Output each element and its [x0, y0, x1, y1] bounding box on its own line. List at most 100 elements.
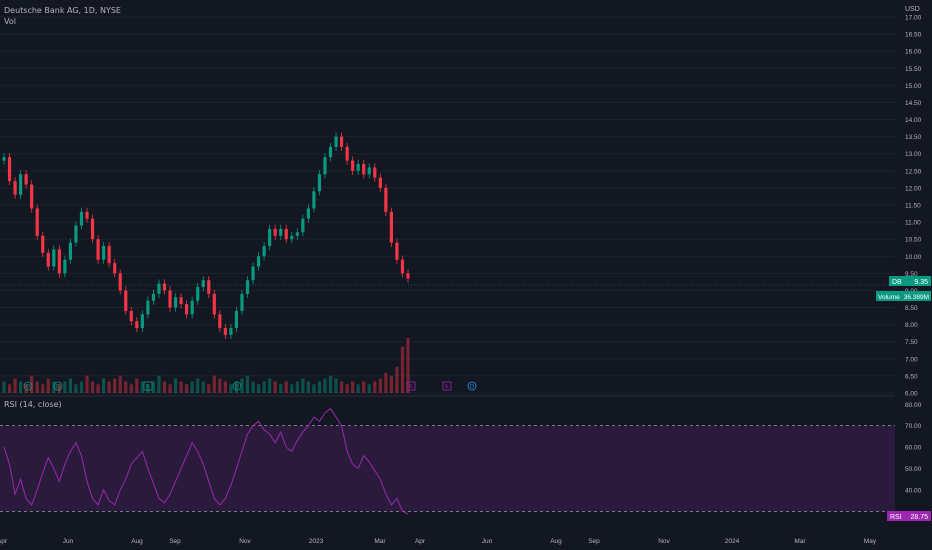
volume-bar [351, 381, 355, 393]
rsi-axis: 80.00 70.00 60.00 50.00 40.00 [905, 402, 922, 495]
volume-bar [256, 384, 261, 393]
time-tick: 2023 [309, 538, 324, 545]
time-tick: Aug [550, 538, 562, 545]
time-tick: Nov [658, 538, 670, 545]
price-label-value: 9.35 [914, 279, 928, 286]
dividend-marker[interactable] [23, 381, 33, 391]
event-marker-label: E [409, 384, 413, 390]
price-axis: 17.00 16.50 16.00 15.50 15.00 14.50 14.00 13.50… [905, 15, 922, 398]
volume-bar [107, 381, 111, 393]
candle-body [268, 228, 272, 247]
candle-body [317, 174, 322, 192]
volume-label: Volume 36.389M [876, 291, 931, 301]
volume-bar [124, 381, 128, 393]
volume-bar [196, 378, 200, 393]
volume-bar [118, 375, 122, 393]
candle-body [212, 293, 216, 315]
candle-body [157, 283, 161, 294]
earnings-marker[interactable] [442, 381, 452, 391]
rsi-tick: 60.00 [905, 445, 922, 452]
event-marker-label: D [235, 384, 239, 390]
volume-bar [223, 381, 227, 393]
volume-bar [68, 378, 73, 393]
candle-body [284, 228, 288, 240]
candle-body [151, 293, 156, 301]
candle-body [140, 314, 144, 329]
price-tick: 13.00 [905, 151, 922, 158]
volume-label-text: Volume [878, 294, 900, 301]
volume-bar [2, 381, 6, 393]
volume-bar [290, 384, 294, 393]
candle-body [63, 259, 67, 274]
candle-body [79, 211, 84, 226]
candle-body [201, 280, 205, 288]
earnings-marker[interactable] [406, 381, 416, 391]
volume-bar [79, 381, 84, 393]
volume-label-value: 36.389M [904, 294, 929, 301]
volume-bar [90, 381, 95, 393]
price-tick: 7.00 [905, 356, 918, 363]
volume-bar [129, 384, 133, 393]
candle-body [207, 280, 211, 294]
volume-bar [251, 381, 255, 393]
candle-body [146, 300, 150, 315]
volume-bar [146, 384, 150, 393]
dividend-marker[interactable] [53, 381, 63, 391]
candle-body [301, 218, 305, 233]
price-tick: 14.00 [905, 117, 922, 124]
event-marker-label: D [26, 384, 30, 390]
candle-body [400, 259, 405, 274]
volume-bar [378, 378, 382, 393]
volume-bar [96, 384, 100, 393]
candle-body [13, 181, 17, 195]
volume-bar [151, 381, 156, 393]
price-tick: 7.50 [905, 339, 918, 346]
time-tick: Sep [169, 538, 181, 545]
rsi-label-text: RSI [890, 514, 902, 521]
volume-legend[interactable]: Vol [4, 17, 16, 26]
candle-body [234, 310, 239, 329]
rsi-pane [0, 407, 895, 515]
candle-body [41, 235, 45, 253]
time-tick: Mar [794, 538, 806, 545]
rsi-band-fill [0, 425, 895, 512]
candle-body [19, 174, 23, 195]
volume-bar [85, 375, 89, 393]
volume-bar [212, 375, 216, 393]
candle-body [240, 293, 244, 311]
volume-bar [262, 381, 266, 393]
price-tick: 16.00 [905, 49, 922, 56]
volume-bar [162, 381, 167, 393]
dividend-marker[interactable] [232, 381, 242, 391]
price-tick: 12.50 [905, 168, 922, 175]
rsi-line [3, 407, 409, 515]
candle-body [74, 225, 78, 243]
volume-bar [367, 384, 371, 393]
earnings-marker[interactable] [143, 381, 153, 391]
candle-body [389, 211, 393, 243]
time-tick: Sep [588, 538, 600, 545]
candle-body [57, 249, 61, 274]
candle-body [185, 304, 189, 315]
currency-label: USD [905, 6, 920, 13]
candle-body [2, 157, 6, 161]
volume-bar [207, 384, 211, 393]
candle-body [306, 208, 310, 219]
volume-bar [400, 346, 405, 393]
price-tick: 11.00 [905, 220, 921, 227]
volume-bar [57, 384, 61, 393]
candle-body [256, 256, 261, 267]
dividend-marker[interactable] [467, 381, 477, 391]
symbol-title[interactable]: Deutsche Bank AG, 1D, NYSE [4, 6, 121, 15]
volume-bar [113, 378, 117, 393]
candle-body [52, 249, 56, 267]
volume-bar [218, 378, 222, 393]
candle-body [251, 266, 255, 281]
rsi-legend[interactable]: RSI (14, close) [4, 400, 62, 409]
candle-body [135, 321, 139, 329]
grid-lines [0, 16, 895, 394]
candle-body [90, 218, 95, 240]
volume-bar [157, 375, 161, 393]
price-tick: 16.50 [905, 32, 922, 39]
